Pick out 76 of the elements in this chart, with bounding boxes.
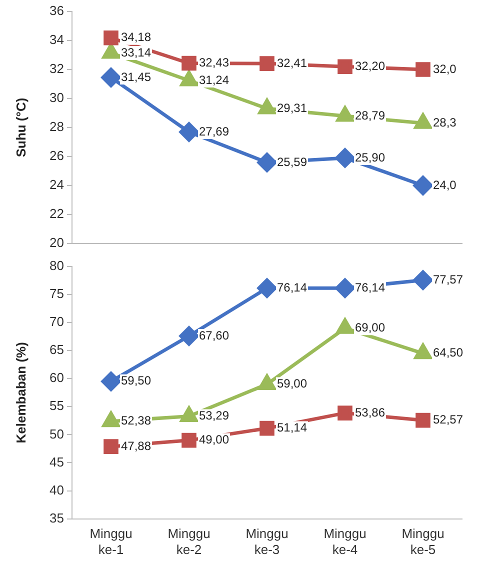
y-tick-label: 36 (50, 3, 64, 18)
data-label: 27,69 (199, 124, 230, 138)
data-label: 47,88 (121, 438, 152, 453)
data-label: 32,0 (433, 62, 457, 76)
data-label: 32,20 (355, 58, 386, 73)
data-label: 67,60 (199, 328, 230, 342)
y-tick-label: 32 (50, 61, 64, 76)
data-label: 59,00 (277, 376, 308, 391)
data-label: 76,14 (355, 280, 386, 294)
y-tick-label: 35 (50, 510, 64, 526)
point (101, 372, 121, 392)
data-label: 31,24 (199, 72, 230, 87)
x-tick-label: Minggu ke-3 (246, 526, 288, 557)
data-label: 25,59 (277, 154, 308, 169)
y-tick-label: 30 (50, 90, 64, 106)
point (260, 56, 274, 71)
data-label: 53,86 (355, 405, 386, 420)
point (338, 59, 352, 74)
data-label: 69,00 (355, 320, 386, 334)
data-label: 34,18 (121, 30, 152, 44)
point (335, 148, 355, 168)
point (179, 122, 199, 142)
data-label: 49,00 (199, 432, 230, 447)
y-tick-label: 50 (50, 426, 64, 442)
y-tick-label: 70 (50, 314, 64, 330)
data-label: 64,50 (433, 346, 464, 360)
point (416, 62, 430, 77)
point (104, 439, 118, 454)
y-tick-label: 20 (50, 235, 64, 250)
point (413, 270, 433, 290)
data-label: 24,0 (433, 178, 457, 192)
point (338, 406, 352, 420)
y-tick-label: 55 (50, 398, 64, 414)
data-label: 32,43 (199, 56, 230, 70)
point (413, 176, 433, 196)
point (101, 68, 121, 88)
y-tick-label: 60 (50, 370, 64, 386)
data-label: 52,57 (433, 412, 464, 427)
y-tick-label: 75 (50, 286, 64, 302)
point (335, 278, 355, 298)
y-tick-label: 65 (50, 342, 64, 358)
point (182, 56, 196, 71)
data-label: 76,14 (277, 280, 308, 294)
point (179, 326, 199, 346)
y-axis-title: Kelembaban (%) (13, 342, 28, 444)
data-label: 77,57 (433, 272, 464, 286)
point (104, 30, 118, 46)
data-label: 33,14 (121, 45, 152, 60)
y-tick-label: 80 (50, 258, 64, 274)
data-label: 59,50 (121, 374, 152, 388)
data-label: 52,38 (121, 414, 152, 428)
x-tick-label: Minggu ke-4 (324, 526, 366, 557)
data-label: 51,14 (277, 420, 308, 435)
y-tick-label: 26 (50, 148, 64, 164)
point (182, 432, 196, 448)
point (257, 278, 277, 298)
x-tick-label: Minggu ke-1 (90, 526, 132, 557)
data-label: 25,90 (355, 150, 386, 164)
x-tick-label: Minggu ke-5 (402, 526, 444, 557)
y-axis-title: Suhu (°C) (13, 98, 28, 158)
point (260, 420, 274, 436)
data-label: 53,29 (199, 408, 230, 423)
y-tick-label: 28 (50, 119, 64, 134)
y-tick-label: 34 (50, 32, 64, 48)
y-tick-label: 45 (50, 454, 64, 470)
data-label: 31,45 (121, 70, 152, 84)
y-tick-label: 40 (50, 482, 64, 498)
point (416, 412, 430, 428)
point (257, 152, 277, 172)
y-tick-label: 22 (50, 206, 64, 222)
data-label: 28,3 (433, 115, 457, 130)
data-label: 28,79 (355, 108, 386, 122)
x-tick-label: Minggu ke-2 (168, 526, 210, 557)
data-label: 32,41 (277, 56, 308, 70)
data-label: 29,31 (277, 100, 308, 115)
y-tick-label: 24 (50, 177, 64, 192)
